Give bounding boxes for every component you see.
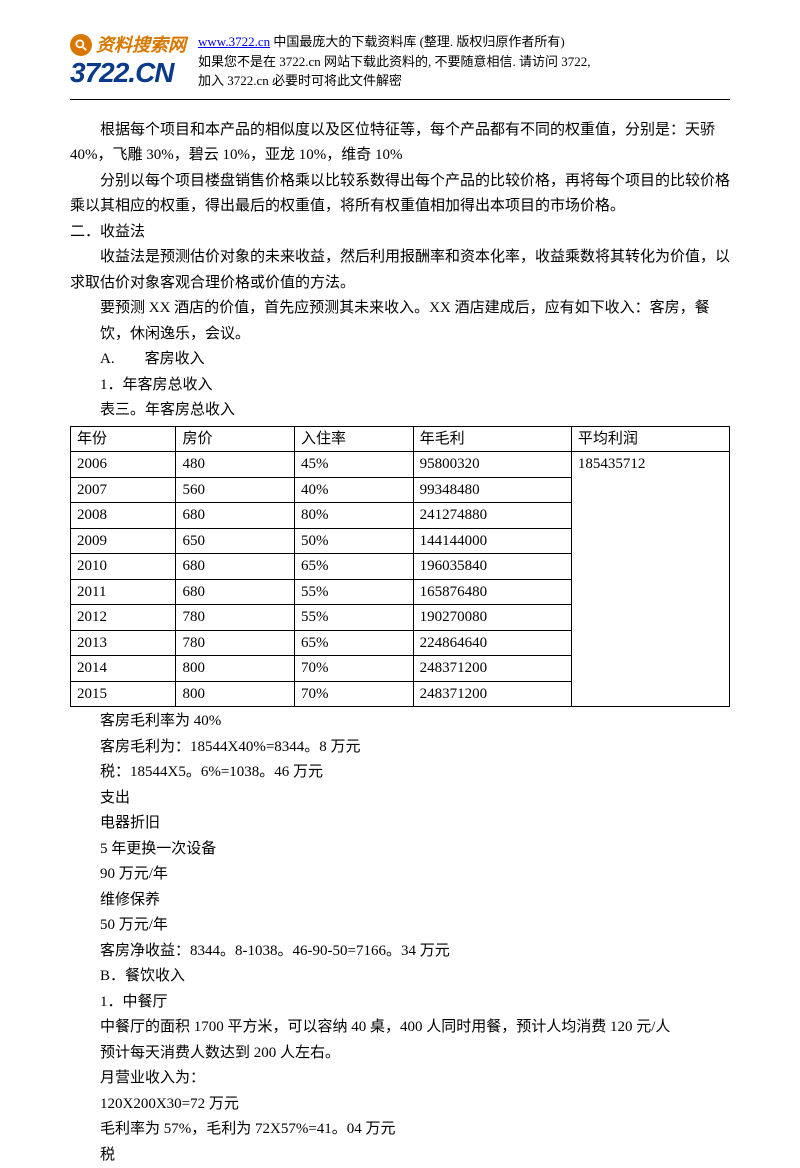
line: 客房净收益：8344。8-1038。46-90-50=7166。34 万元 xyxy=(70,939,730,965)
cell: 95800320 xyxy=(413,452,571,478)
paragraph: 收益法是预测估价对象的未来收益，然后利用报酬率和资本化率，收益乘数将其转化为价值… xyxy=(70,245,730,296)
line: 客房毛利为：18544X40%=8344。8 万元 xyxy=(70,735,730,761)
paragraph: 分别以每个项目楼盘销售价格乘以比较系数得出每个产品的比较价格，再将每个项目的比较… xyxy=(70,169,730,220)
cell: 165876480 xyxy=(413,579,571,605)
cell: 241274880 xyxy=(413,503,571,529)
line: 120X200X30=72 万元 xyxy=(70,1092,730,1118)
cell: 2010 xyxy=(71,554,176,580)
line: 月营业收入为： xyxy=(70,1066,730,1092)
logo-url-text: 3722.CN xyxy=(70,59,186,87)
line: 90 万元/年 xyxy=(70,862,730,888)
line: 中餐厅的面积 1700 平方米，可以容纳 40 桌，400 人同时用餐，预计人均… xyxy=(70,1015,730,1041)
line: 5 年更换一次设备 xyxy=(70,837,730,863)
document-content: 根据每个项目和本产品的相似度以及区位特征等，每个产品都有不同的权重值，分别是：天… xyxy=(70,118,730,1168)
cell: 650 xyxy=(176,528,295,554)
cell: 680 xyxy=(176,579,295,605)
cell: 70% xyxy=(295,681,414,707)
cell: 65% xyxy=(295,630,414,656)
header-link[interactable]: www.3722.cn xyxy=(198,34,270,49)
cell: 680 xyxy=(176,554,295,580)
cell: 224864640 xyxy=(413,630,571,656)
line: 支出 xyxy=(70,786,730,812)
income-table: 年份 房价 入住率 年毛利 平均利润 2006 480 45% 95800320… xyxy=(70,426,730,708)
logo-block: 资料搜索网 3722.CN xyxy=(70,30,186,87)
heading-2: 二．收益法 xyxy=(70,220,730,246)
line: 维修保养 xyxy=(70,888,730,914)
cell: 248371200 xyxy=(413,656,571,682)
line: 税 xyxy=(70,1143,730,1168)
cell: 80% xyxy=(295,503,414,529)
paragraph: 要预测 XX 酒店的价值，首先应预测其未来收入。XX 酒店建成后，应有如下收入：… xyxy=(70,296,730,347)
cell: 2006 xyxy=(71,452,176,478)
cell: 800 xyxy=(176,681,295,707)
section-a-heading: A. 客房收入 xyxy=(70,347,730,373)
cell: 2011 xyxy=(71,579,176,605)
th-rate: 入住率 xyxy=(295,426,414,452)
table-row: 2006 480 45% 95800320 185435712 xyxy=(71,452,730,478)
cell: 2009 xyxy=(71,528,176,554)
cell: 50% xyxy=(295,528,414,554)
logo-top: 资料搜索网 xyxy=(70,30,186,61)
cell: 55% xyxy=(295,605,414,631)
cell: 560 xyxy=(176,477,295,503)
cell: 680 xyxy=(176,503,295,529)
line: 预计每天消费人数达到 200 人左右。 xyxy=(70,1041,730,1067)
cell: 55% xyxy=(295,579,414,605)
line: 税：18544X5。6%=1038。46 万元 xyxy=(70,760,730,786)
section-b-heading: B．餐饮收入 xyxy=(70,964,730,990)
th-price: 房价 xyxy=(176,426,295,452)
cell: 99348480 xyxy=(413,477,571,503)
th-gross: 年毛利 xyxy=(413,426,571,452)
header-line2: 如果您不是在 3722.cn 网站下载此资料的, 不要随意相信. 请访问 372… xyxy=(198,52,591,72)
header-text-block: www.3722.cn 中国最庞大的下载资料库 (整理. 版权归原作者所有) 如… xyxy=(198,30,591,91)
page-header: 资料搜索网 3722.CN www.3722.cn 中国最庞大的下载资料库 (整… xyxy=(70,30,730,100)
header-title-rest: 中国最庞大的下载资料库 (整理. 版权归原作者所有) xyxy=(270,34,565,49)
cell: 2012 xyxy=(71,605,176,631)
table-header-row: 年份 房价 入住率 年毛利 平均利润 xyxy=(71,426,730,452)
th-avg: 平均利润 xyxy=(571,426,729,452)
cell-avg: 185435712 xyxy=(571,452,729,707)
cell: 480 xyxy=(176,452,295,478)
th-year: 年份 xyxy=(71,426,176,452)
header-line1: www.3722.cn 中国最庞大的下载资料库 (整理. 版权归原作者所有) xyxy=(198,32,591,52)
cell: 65% xyxy=(295,554,414,580)
header-line3: 加入 3722.cn 必要时可将此文件解密 xyxy=(198,71,591,91)
line: 客房毛利率为 40% xyxy=(70,709,730,735)
line: 电器折旧 xyxy=(70,811,730,837)
cell: 780 xyxy=(176,630,295,656)
cell: 70% xyxy=(295,656,414,682)
cell: 2013 xyxy=(71,630,176,656)
table-title: 表三。年客房总收入 xyxy=(70,398,730,424)
line: 50 万元/年 xyxy=(70,913,730,939)
cell: 2015 xyxy=(71,681,176,707)
cell: 2008 xyxy=(71,503,176,529)
cell: 45% xyxy=(295,452,414,478)
cell: 190270080 xyxy=(413,605,571,631)
cell: 2007 xyxy=(71,477,176,503)
cell: 248371200 xyxy=(413,681,571,707)
cell: 40% xyxy=(295,477,414,503)
cell: 144144000 xyxy=(413,528,571,554)
section-b1: 1．中餐厅 xyxy=(70,990,730,1016)
paragraph: 根据每个项目和本产品的相似度以及区位特征等，每个产品都有不同的权重值，分别是：天… xyxy=(70,118,730,169)
search-icon xyxy=(70,34,92,56)
line: 毛利率为 57%，毛利为 72X57%=41。04 万元 xyxy=(70,1117,730,1143)
cell: 196035840 xyxy=(413,554,571,580)
cell: 2014 xyxy=(71,656,176,682)
cell: 780 xyxy=(176,605,295,631)
logo-cn-text: 资料搜索网 xyxy=(96,30,186,61)
section-a1: 1．年客房总收入 xyxy=(70,373,730,399)
cell: 800 xyxy=(176,656,295,682)
